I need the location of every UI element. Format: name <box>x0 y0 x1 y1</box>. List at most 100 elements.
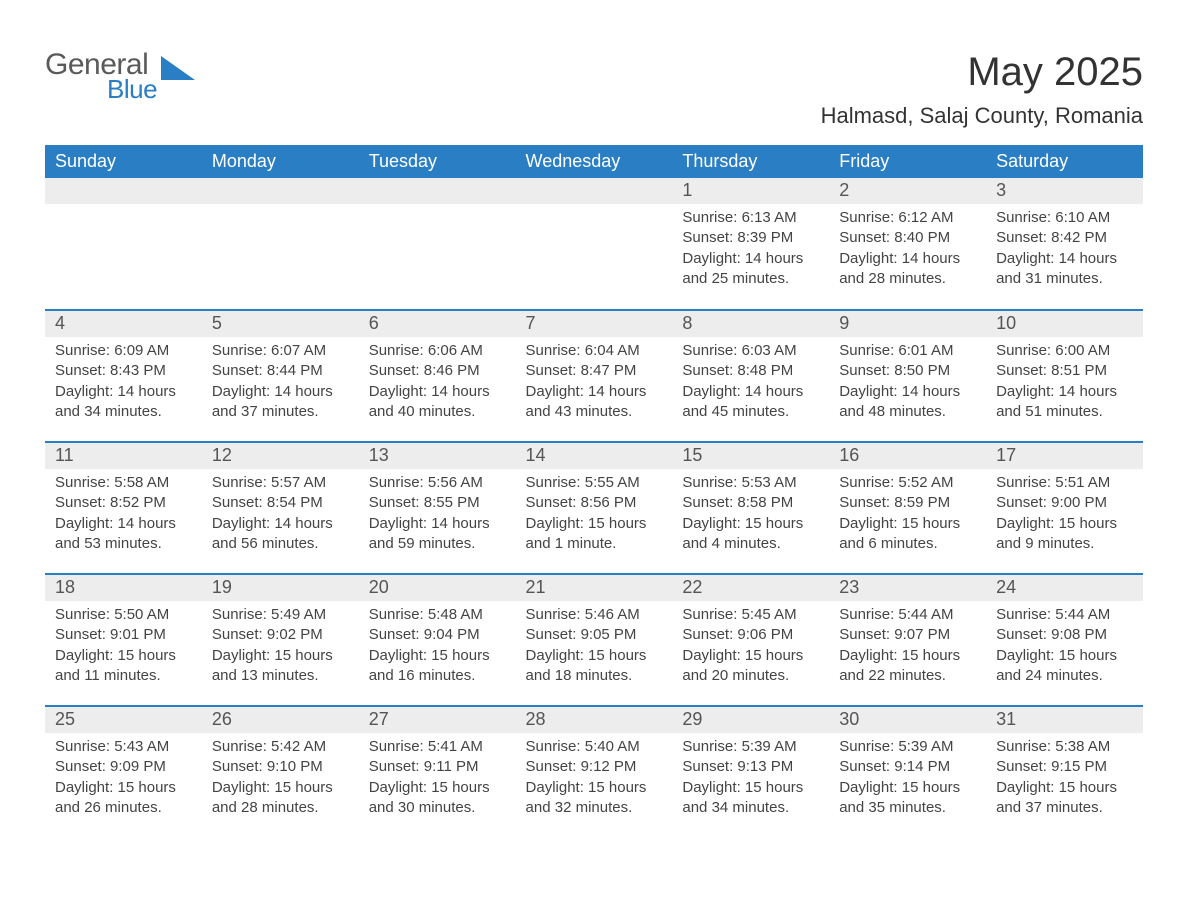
day-number: 14 <box>516 443 673 469</box>
sunset-line: Sunset: 9:15 PM <box>996 758 1107 775</box>
sunrise-line: Sunrise: 5:41 AM <box>369 738 483 755</box>
calendar-day-cell: 21Sunrise: 5:46 AMSunset: 9:05 PMDayligh… <box>516 574 673 706</box>
calendar-day-cell: 27Sunrise: 5:41 AMSunset: 9:11 PMDayligh… <box>359 706 516 838</box>
day-detail: Sunrise: 5:58 AMSunset: 8:52 PMDaylight:… <box>45 469 202 560</box>
calendar-empty-cell <box>202 178 359 310</box>
daylight-line: Daylight: 15 hours and 32 minutes. <box>526 779 647 816</box>
sunrise-line: Sunrise: 5:58 AM <box>55 474 169 491</box>
daylight-line: Daylight: 15 hours and 18 minutes. <box>526 647 647 684</box>
calendar-day-cell: 31 Sunrise: 5:38 AM Sunset: 9:15 PM Dayligh… <box>986 706 1143 838</box>
day-number: 11 <box>45 443 202 469</box>
day-detail: Sunrise: 5:48 AMSunset: 9:04 PMDaylight:… <box>359 601 516 692</box>
daylight-line: Daylight: 15 hours and 4 minutes. <box>682 515 803 552</box>
sunset-line: Sunset: 8:40 PM <box>839 229 950 246</box>
sunrise-line: Sunrise: 5:44 AM <box>996 606 1110 623</box>
calendar-day-cell: 16Sunrise: 5:52 AMSunset: 8:59 PMDayligh… <box>829 442 986 574</box>
calendar-day-cell: 15Sunrise: 5:53 AMSunset: 8:58 PMDayligh… <box>672 442 829 574</box>
daylight-line: Daylight: 15 hours and 11 minutes. <box>55 647 176 684</box>
day-detail: Sunrise: 5:44 AMSunset: 9:08 PMDaylight:… <box>986 601 1143 692</box>
weekday-header: Saturday <box>986 145 1143 178</box>
day-detail: Sunrise: 5:43 AMSunset: 9:09 PMDaylight:… <box>45 733 202 824</box>
day-detail: Sunrise: 6:06 AMSunset: 8:46 PMDaylight:… <box>359 337 516 428</box>
day-number: 3 <box>986 178 1143 204</box>
weekday-header: Monday <box>202 145 359 178</box>
sunset-line: Sunset: 9:02 PM <box>212 626 323 643</box>
day-detail: Sunrise: 5:41 AMSunset: 9:11 PMDaylight:… <box>359 733 516 824</box>
daylight-line: Daylight: 14 hours and 43 minutes. <box>526 383 647 420</box>
day-number: 31 <box>986 707 1143 733</box>
calendar-day-cell: 25Sunrise: 5:43 AMSunset: 9:09 PMDayligh… <box>45 706 202 838</box>
sunrise-line: Sunrise: 6:12 AM <box>839 209 953 226</box>
sunset-line: Sunset: 9:14 PM <box>839 758 950 775</box>
sunrise-line: Sunrise: 5:53 AM <box>682 474 796 491</box>
day-number: 15 <box>672 443 829 469</box>
daylight-line: Daylight: 14 hours and 37 minutes. <box>212 383 333 420</box>
calendar-day-cell: 22Sunrise: 5:45 AMSunset: 9:06 PMDayligh… <box>672 574 829 706</box>
calendar-day-cell: 24Sunrise: 5:44 AMSunset: 9:08 PMDayligh… <box>986 574 1143 706</box>
sunset-line: Sunset: 8:55 PM <box>369 494 480 511</box>
logo-text: General Blue <box>45 50 157 102</box>
calendar-body: 1Sunrise: 6:13 AMSunset: 8:39 PMDaylight… <box>45 178 1143 838</box>
calendar-day-cell: 23Sunrise: 5:44 AMSunset: 9:07 PMDayligh… <box>829 574 986 706</box>
daylight-line: Daylight: 15 hours and 30 minutes. <box>369 779 490 816</box>
daylight-line: Daylight: 15 hours and 9 minutes. <box>996 515 1117 552</box>
sunrise-line: Sunrise: 5:52 AM <box>839 474 953 491</box>
day-detail: Sunrise: 5:39 AMSunset: 9:14 PMDaylight:… <box>829 733 986 824</box>
title-block: May 2025 Halmasd, Salaj County, Romania <box>821 50 1143 139</box>
sunrise-line: Sunrise: 5:43 AM <box>55 738 169 755</box>
daylight-line: Daylight: 15 hours and 37 minutes. <box>996 779 1117 816</box>
sunrise-line: Sunrise: 5:38 AM <box>996 738 1110 755</box>
calendar-day-cell: 4Sunrise: 6:09 AMSunset: 8:43 PMDaylight… <box>45 310 202 442</box>
sunset-line: Sunset: 8:46 PM <box>369 362 480 379</box>
calendar-week-row: 18Sunrise: 5:50 AMSunset: 9:01 PMDayligh… <box>45 574 1143 706</box>
calendar-day-cell: 7Sunrise: 6:04 AMSunset: 8:47 PMDaylight… <box>516 310 673 442</box>
weekday-header: Thursday <box>672 145 829 178</box>
day-detail: Sunrise: 6:07 AMSunset: 8:44 PMDaylight:… <box>202 337 359 428</box>
daylight-line: Daylight: 15 hours and 20 minutes. <box>682 647 803 684</box>
sunrise-line: Sunrise: 5:48 AM <box>369 606 483 623</box>
sunset-line: Sunset: 8:51 PM <box>996 362 1107 379</box>
header: General Blue May 2025 Halmasd, Salaj Cou… <box>45 50 1143 139</box>
daylight-line: Daylight: 15 hours and 24 minutes. <box>996 647 1117 684</box>
day-detail: Sunrise: 5:51 AMSunset: 9:00 PMDaylight:… <box>986 469 1143 560</box>
day-number: 22 <box>672 575 829 601</box>
sunset-line: Sunset: 8:39 PM <box>682 229 793 246</box>
day-number: 6 <box>359 311 516 337</box>
sunrise-line: Sunrise: 6:04 AM <box>526 342 640 359</box>
calendar-day-cell: 30Sunrise: 5:39 AMSunset: 9:14 PMDayligh… <box>829 706 986 838</box>
calendar-day-cell: 18Sunrise: 5:50 AMSunset: 9:01 PMDayligh… <box>45 574 202 706</box>
empty-daynum-bar <box>359 178 516 204</box>
sunset-line: Sunset: 8:42 PM <box>996 229 1107 246</box>
sunrise-line: Sunrise: 5:56 AM <box>369 474 483 491</box>
calendar-day-cell: 26Sunrise: 5:42 AMSunset: 9:10 PMDayligh… <box>202 706 359 838</box>
sunrise-line: Sunrise: 5:42 AM <box>212 738 326 755</box>
empty-daynum-bar <box>45 178 202 204</box>
sunset-line: Sunset: 8:54 PM <box>212 494 323 511</box>
sunset-line: Sunset: 9:04 PM <box>369 626 480 643</box>
calendar-day-cell: 5Sunrise: 6:07 AMSunset: 8:44 PMDaylight… <box>202 310 359 442</box>
day-number: 28 <box>516 707 673 733</box>
calendar-week-row: 25Sunrise: 5:43 AMSunset: 9:09 PMDayligh… <box>45 706 1143 838</box>
sunset-line: Sunset: 8:47 PM <box>526 362 637 379</box>
sunrise-line: Sunrise: 5:39 AM <box>839 738 953 755</box>
month-title: May 2025 <box>821 50 1143 95</box>
day-number: 29 <box>672 707 829 733</box>
sunrise-line: Sunrise: 5:49 AM <box>212 606 326 623</box>
day-detail: Sunrise: 5:40 AMSunset: 9:12 PMDaylight:… <box>516 733 673 824</box>
day-number: 25 <box>45 707 202 733</box>
sunset-line: Sunset: 9:07 PM <box>839 626 950 643</box>
calendar-day-cell: 20Sunrise: 5:48 AMSunset: 9:04 PMDayligh… <box>359 574 516 706</box>
daylight-line: Daylight: 15 hours and 34 minutes. <box>682 779 803 816</box>
weekday-header: Wednesday <box>516 145 673 178</box>
weekday-header: Tuesday <box>359 145 516 178</box>
daylight-line: Daylight: 14 hours and 25 minutes. <box>682 250 803 287</box>
day-number: 27 <box>359 707 516 733</box>
sunrise-line: Sunrise: 6:10 AM <box>996 209 1110 226</box>
calendar-day-cell: 28Sunrise: 5:40 AMSunset: 9:12 PMDayligh… <box>516 706 673 838</box>
logo: General Blue <box>45 50 195 102</box>
sunrise-line: Sunrise: 5:51 AM <box>996 474 1110 491</box>
day-detail: Sunrise: 5:38 AM Sunset: 9:15 PM Daylight:… <box>986 733 1143 824</box>
day-detail: Sunrise: 6:04 AM Sunset: 8:47 PM Daylight:… <box>516 337 673 428</box>
day-number: 19 <box>202 575 359 601</box>
day-number: 1 <box>672 178 829 204</box>
